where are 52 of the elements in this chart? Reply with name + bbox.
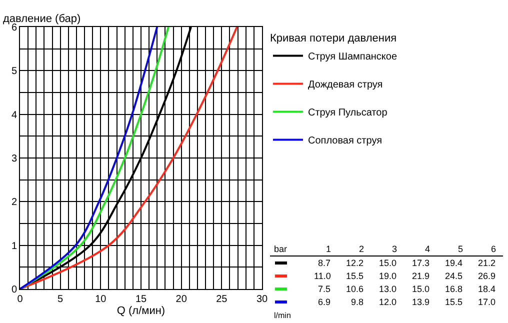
legend-label: Струя Пульсатор — [308, 108, 388, 119]
text: l/min — [274, 311, 291, 320]
text: 15.0 — [412, 284, 430, 294]
x-tick-label: 30 — [256, 294, 268, 305]
text: 18.4 — [478, 284, 496, 294]
text: 8.7 — [318, 258, 331, 268]
text: 17.0 — [478, 297, 496, 307]
text: 2 — [359, 244, 364, 254]
y-tick-label: 0 — [11, 284, 18, 296]
text: 6 — [491, 244, 496, 254]
text: 12.2 — [346, 258, 364, 268]
y-tick-label: 3 — [11, 154, 18, 164]
text: 4 — [425, 244, 430, 254]
text: 21.2 — [478, 258, 496, 268]
text: 19.4 — [445, 258, 463, 268]
text: 1 — [326, 244, 332, 254]
legend-label: Дождевая струя — [308, 80, 383, 91]
text: 15.0 — [379, 258, 397, 268]
text: 10.6 — [346, 284, 364, 294]
text: 6.9 — [318, 297, 331, 307]
y-tick-label: 2 — [11, 197, 18, 208]
text: 26.9 — [478, 271, 496, 281]
text: 15.5 — [346, 271, 364, 281]
y-axis-title: давление (бар) — [3, 13, 81, 25]
text: 12.0 — [379, 297, 397, 307]
text: 16.8 — [445, 284, 463, 294]
text: 17.3 — [412, 258, 430, 268]
text: 19.0 — [379, 271, 397, 281]
text: 15.5 — [445, 297, 463, 307]
text: 13.0 — [379, 284, 397, 294]
legend-label: Струя Шампанское — [308, 52, 398, 63]
y-tick-label: 5 — [11, 66, 18, 78]
y-tick-label: 6 — [11, 22, 18, 34]
x-tick-label: 5 — [58, 294, 64, 305]
text: 3 — [392, 244, 398, 254]
x-tick-label: 25 — [216, 294, 228, 305]
text: bar — [274, 244, 288, 254]
x-tick-label: 20 — [176, 294, 188, 305]
text: 24.5 — [445, 271, 463, 281]
legend-title: Кривая потери давления — [270, 32, 397, 44]
text: 13.9 — [412, 297, 430, 307]
legend-label: Сопловая струя — [308, 136, 382, 147]
y-tick-label: 4 — [11, 110, 18, 121]
y-tick-label: 1 — [11, 240, 18, 252]
x-axis-title: Q (л/мин) — [116, 305, 166, 318]
text: 7.5 — [318, 284, 331, 294]
text: 9.8 — [351, 297, 364, 307]
x-tick-label: 10 — [95, 294, 107, 305]
text: 11.0 — [314, 271, 331, 281]
text: 21.9 — [412, 271, 430, 281]
text: 5 — [458, 244, 464, 254]
x-tick-label: 15 — [135, 294, 147, 305]
